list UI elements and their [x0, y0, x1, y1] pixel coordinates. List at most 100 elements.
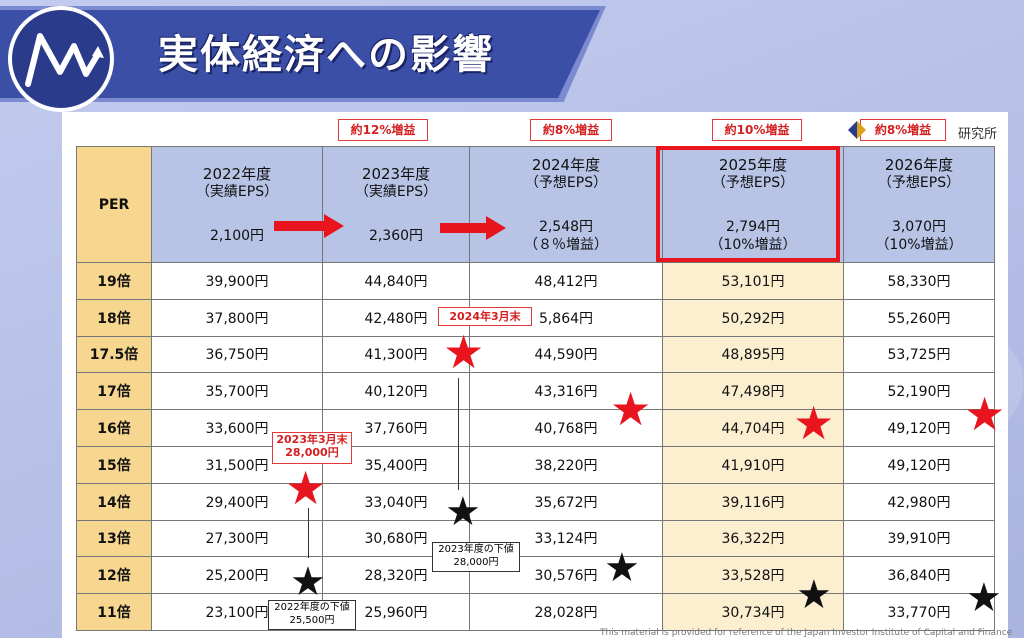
table-row: 15倍 31,500円 35,400円 38,220円 41,910円 49,1…	[76, 445, 995, 484]
growth-badge-2025: 約10%増益	[712, 119, 802, 141]
year-label: 2024年度	[531, 155, 601, 174]
price-cell: 28,028円	[469, 593, 663, 631]
price-cell: 42,980円	[843, 482, 995, 521]
per-label: 17.5倍	[76, 335, 152, 374]
callout-line: 2023年度の下値	[438, 544, 514, 555]
price-cell: 49,120円	[843, 409, 995, 447]
price-cell: 27,300円	[151, 519, 323, 558]
price-cell: 35,700円	[151, 372, 323, 411]
growth-badge-2023: 約12%増益	[338, 119, 428, 141]
price-cell: 43,316円	[469, 372, 663, 411]
per-label: 11倍	[76, 593, 152, 631]
channel-logo	[8, 6, 114, 112]
price-cell: 48,895円	[662, 335, 844, 374]
callout-2023-march: 2023年3月末 28,000円	[272, 432, 352, 464]
per-label: 19倍	[76, 262, 152, 300]
price-cell: 53,725円	[843, 335, 995, 374]
price-cell: 41,910円	[662, 445, 844, 484]
table-row: 12倍 25,200円 28,320円 30,576円 33,528円 36,8…	[76, 556, 995, 595]
page-title: 実体経済への影響	[158, 32, 494, 78]
year-label: 2025年度	[718, 155, 788, 174]
price-cell: 44,840円	[322, 262, 470, 300]
eps-kind: （実績EPS）	[354, 183, 438, 200]
callout-line: 28,000円	[285, 446, 339, 459]
eps-value: 2,794円	[725, 218, 781, 235]
red-star-icon: ★	[285, 461, 327, 515]
price-cell: 47,498円	[662, 372, 844, 411]
black-star-icon: ★	[966, 575, 1002, 621]
per-label: 14倍	[76, 482, 152, 521]
black-star-icon: ★	[796, 572, 832, 618]
highlight-2025-frame	[656, 146, 840, 262]
table-row: 19倍 39,900円 44,840円 48,412円 53,101円 58,3…	[76, 262, 995, 300]
per-header: PER	[76, 146, 152, 263]
price-cell: 44,704円	[662, 409, 844, 447]
black-star-icon: ★	[290, 559, 326, 605]
brand-text: 研究所	[958, 127, 998, 142]
table-row: 13倍 27,300円 30,680円 33,124円 36,322円 39,9…	[76, 519, 995, 558]
red-star-icon: ★	[610, 382, 652, 436]
price-cell: 53,101円	[662, 262, 844, 300]
table-row: 16倍 33,600円 37,760円 40,768円 44,704円 49,1…	[76, 409, 995, 447]
red-star-icon: ★	[964, 387, 1006, 441]
arrow-right-icon	[274, 214, 344, 238]
eps-value: 2,360円	[368, 227, 424, 244]
table-row: 17.5倍 36,750円 41,300円 44,590円 48,895円 53…	[76, 335, 995, 374]
growth-badge-2024: 約8%増益	[530, 119, 612, 141]
price-cell: 36,322円	[662, 519, 844, 558]
eps-value: 3,070円	[891, 218, 947, 235]
table-row: 17倍 35,700円 40,120円 43,316円 47,498円 52,1…	[76, 372, 995, 411]
price-cell: 36,840円	[843, 556, 995, 595]
growth-badge-2026: 約8%増益	[860, 119, 946, 141]
callout-line: 2023年3月末	[276, 433, 348, 446]
eps-note: （８％増益）	[524, 236, 608, 253]
header-2025: 2025年度 （予想EPS） 2,794円 （10%増益）	[662, 146, 844, 263]
callout-2024-march: 2024年3月末	[438, 307, 532, 326]
per-label: 13倍	[76, 519, 152, 558]
chart-line-logo-icon	[25, 33, 104, 87]
header-2022: 2022年度 （実績EPS） 2,100円	[151, 146, 323, 263]
callout-2023-low: 2023年度の下値 28,000円	[432, 542, 520, 572]
price-cell: 33,040円	[322, 482, 470, 521]
red-star-icon: ★	[443, 325, 485, 379]
price-cell: 49,120円	[843, 445, 995, 484]
price-cell: 36,750円	[151, 335, 323, 374]
eps-kind: （予想EPS）	[524, 174, 608, 191]
price-cell: 39,116円	[662, 482, 844, 521]
price-cell: 39,900円	[151, 262, 323, 300]
price-cell: 40,768円	[469, 409, 663, 447]
price-cell: 41,300円	[322, 335, 470, 374]
price-cell: 37,800円	[151, 298, 323, 337]
callout-line: 28,000円	[453, 557, 499, 568]
eps-value: 2,548円	[538, 218, 594, 235]
price-cell: 35,672円	[469, 482, 663, 521]
per-label: 17倍	[76, 372, 152, 411]
arrow-right-icon	[440, 216, 506, 240]
price-cell: 30,734円	[662, 593, 844, 631]
price-cell: 30,576円	[469, 556, 663, 595]
price-cell: 39,910円	[843, 519, 995, 558]
callout-line: 2022年度の下値	[274, 602, 350, 613]
black-star-icon: ★	[445, 489, 481, 535]
callout-2022-low: 2022年度の下値 25,500円	[268, 600, 356, 630]
footer-note: This material is provided for reference …	[600, 628, 1013, 638]
header-2026: 2026年度 （予想EPS） 3,070円 （10%増益）	[843, 146, 995, 263]
header-2023: 2023年度 （実績EPS） 2,360円	[322, 146, 470, 263]
price-cell: 31,500円	[151, 445, 323, 484]
per-label: 18倍	[76, 298, 152, 337]
price-cell: 52,190円	[843, 372, 995, 411]
price-cell: 55,260円	[843, 298, 995, 337]
per-table: PER 2022年度 （実績EPS） 2,100円 2023年度 （実績EPS）…	[76, 146, 995, 631]
eps-kind: （予想EPS）	[711, 174, 795, 191]
price-cell: 33,528円	[662, 556, 844, 595]
price-cell: 33,770円	[843, 593, 995, 631]
header-row: PER 2022年度 （実績EPS） 2,100円 2023年度 （実績EPS）…	[76, 146, 995, 263]
year-label: 2022年度	[202, 164, 272, 183]
price-cell: 38,220円	[469, 445, 663, 484]
year-label: 2023年度	[361, 164, 431, 183]
price-cell: 42,480円	[322, 298, 470, 337]
range-line	[458, 378, 459, 490]
table-row: 14倍 29,400円 33,040円 35,672円 39,116円 42,9…	[76, 482, 995, 521]
eps-value: 2,100円	[209, 227, 265, 244]
eps-note: （10%増益）	[875, 236, 963, 253]
